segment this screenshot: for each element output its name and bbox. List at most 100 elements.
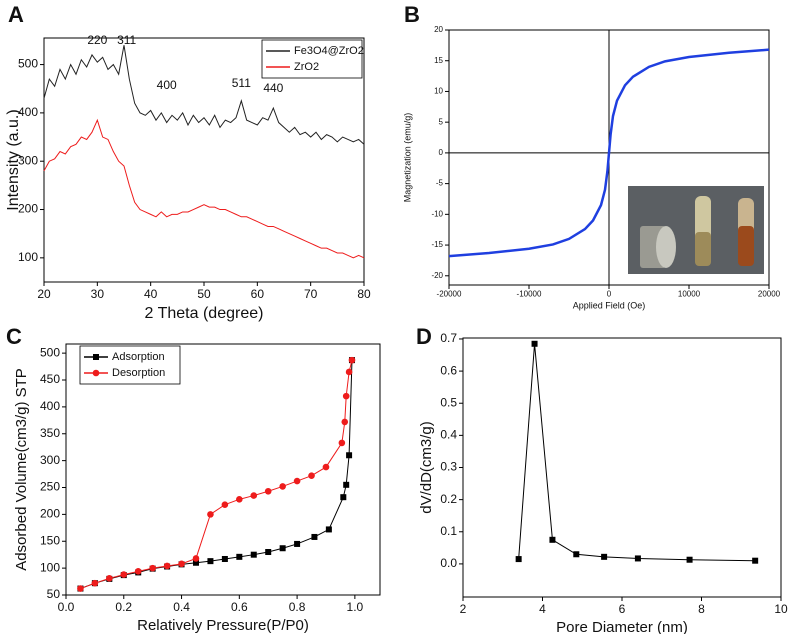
marker bbox=[178, 560, 185, 568]
legend-label: Desorption bbox=[112, 367, 165, 379]
x-tick-label: 30 bbox=[91, 287, 105, 301]
legend-marker bbox=[92, 369, 100, 377]
marker bbox=[221, 555, 228, 562]
marker bbox=[106, 575, 113, 582]
y-tick-label: 0.6 bbox=[440, 363, 457, 377]
x-axis-label: 2 Theta (degree) bbox=[145, 305, 264, 322]
marker bbox=[342, 392, 350, 400]
x-tick-label: 2 bbox=[460, 602, 467, 616]
marker bbox=[325, 526, 332, 533]
x-tick-label: 0.8 bbox=[289, 600, 306, 614]
marker bbox=[634, 555, 641, 562]
y-axis-label: Intensity (a.u.) bbox=[5, 109, 22, 210]
legend-box bbox=[79, 345, 181, 385]
marker bbox=[236, 553, 243, 560]
series-line bbox=[448, 48, 770, 258]
y-tick-label: 0.1 bbox=[440, 524, 457, 538]
marker bbox=[340, 494, 347, 501]
y-tick-label: 0.5 bbox=[440, 395, 457, 409]
y-axis-label: Magnetization (emu/g) bbox=[402, 113, 412, 203]
x-axis-label: Pore Diameter (nm) bbox=[556, 619, 688, 634]
marker bbox=[752, 557, 759, 564]
x-tick-label: 60 bbox=[251, 287, 265, 301]
marker bbox=[348, 356, 356, 364]
marker bbox=[515, 556, 522, 563]
inset-photo bbox=[628, 186, 764, 274]
x-tick-label: 6 bbox=[619, 602, 626, 616]
marker bbox=[264, 487, 272, 495]
peak-label: 440 bbox=[263, 81, 283, 95]
marker bbox=[573, 551, 580, 558]
peak-label: 220 bbox=[87, 33, 107, 47]
y-tick-label: 50 bbox=[47, 587, 61, 601]
y-tick-label: 10 bbox=[434, 87, 443, 96]
x-tick-label: -20000 bbox=[437, 289, 462, 298]
x-tick-label: 70 bbox=[304, 287, 318, 301]
y-tick-label: 200 bbox=[18, 202, 38, 216]
y-tick-label: 300 bbox=[40, 453, 60, 467]
marker bbox=[250, 492, 258, 499]
y-tick-label: 0.7 bbox=[440, 331, 457, 345]
marker bbox=[149, 564, 156, 572]
series-line bbox=[43, 118, 365, 259]
x-tick-label: 20 bbox=[37, 287, 51, 301]
marker bbox=[346, 452, 353, 459]
marker bbox=[549, 536, 556, 543]
y-tick-label: 300 bbox=[18, 153, 38, 167]
y-axis-label: Adsorbed Volume(cm3/g) STP bbox=[13, 368, 30, 571]
peak-label: 511 bbox=[232, 76, 251, 90]
marker bbox=[134, 568, 142, 575]
marker bbox=[279, 483, 286, 490]
marker bbox=[338, 439, 346, 447]
marker bbox=[250, 551, 257, 558]
y-axis-label: dV/dD(cm3/g) bbox=[418, 421, 435, 514]
y-tick-label: 150 bbox=[40, 533, 60, 547]
x-tick-label: 0.4 bbox=[173, 600, 190, 614]
panel-label: A bbox=[8, 2, 24, 27]
y-tick-label: 0.2 bbox=[440, 492, 457, 506]
x-tick-label: 50 bbox=[197, 287, 211, 301]
marker bbox=[192, 559, 199, 566]
marker bbox=[236, 496, 243, 503]
y-tick-label: 350 bbox=[40, 426, 60, 440]
panel: D 2 4 6 8 10 0.0 0.1 0.2 0.3 0.4 0.5 0.6 0.7 Pore Diam… bbox=[416, 324, 788, 634]
y-tick-label: 100 bbox=[40, 560, 60, 574]
x-tick-label: 10000 bbox=[678, 289, 701, 298]
y-tick-label: 400 bbox=[40, 399, 60, 413]
x-tick-label: 0.6 bbox=[231, 600, 248, 614]
y-tick-label: 450 bbox=[40, 372, 60, 386]
y-tick-label: 5 bbox=[439, 117, 444, 126]
x-tick-label: -10000 bbox=[517, 289, 542, 298]
marker bbox=[341, 418, 349, 426]
x-tick-label: 10 bbox=[774, 602, 788, 616]
legend-label: ZrO2 bbox=[294, 61, 319, 73]
y-tick-label: -10 bbox=[431, 209, 443, 218]
marker bbox=[343, 481, 350, 488]
marker bbox=[531, 340, 538, 347]
y-tick-label: 100 bbox=[18, 250, 38, 264]
panel-label: C bbox=[6, 324, 22, 349]
legend-label: Adsorption bbox=[112, 351, 165, 363]
series-line bbox=[43, 45, 365, 145]
panel: B -20000 -10000 0 10000 20000 -20 -15 -10 -5 0 5 10 1… bbox=[402, 2, 780, 311]
y-tick-label: -5 bbox=[436, 179, 444, 188]
marker bbox=[311, 533, 318, 540]
magnet-face bbox=[656, 226, 676, 268]
marker bbox=[163, 562, 171, 570]
marker bbox=[77, 585, 84, 592]
series-line bbox=[80, 360, 353, 590]
y-tick-label: 500 bbox=[40, 345, 60, 359]
panel-label: D bbox=[416, 324, 432, 349]
panel: C 0.0 0.2 0.4 0.6 0.8 1.0 50 100 150 200 250 300 350 4… bbox=[6, 324, 381, 634]
marker bbox=[120, 571, 128, 578]
vial-liquid bbox=[738, 226, 754, 266]
panel: A 20 30 40 50 60 70 80 100 200 300 400 500 2 Theta (d… bbox=[5, 2, 371, 322]
x-tick-label: 1.0 bbox=[347, 600, 364, 614]
marker bbox=[686, 556, 693, 563]
y-tick-label: 20 bbox=[434, 25, 443, 34]
plot-frame bbox=[65, 343, 381, 596]
y-tick-label: 200 bbox=[40, 507, 60, 521]
x-tick-label: 40 bbox=[144, 287, 158, 301]
y-tick-label: -15 bbox=[431, 240, 443, 249]
